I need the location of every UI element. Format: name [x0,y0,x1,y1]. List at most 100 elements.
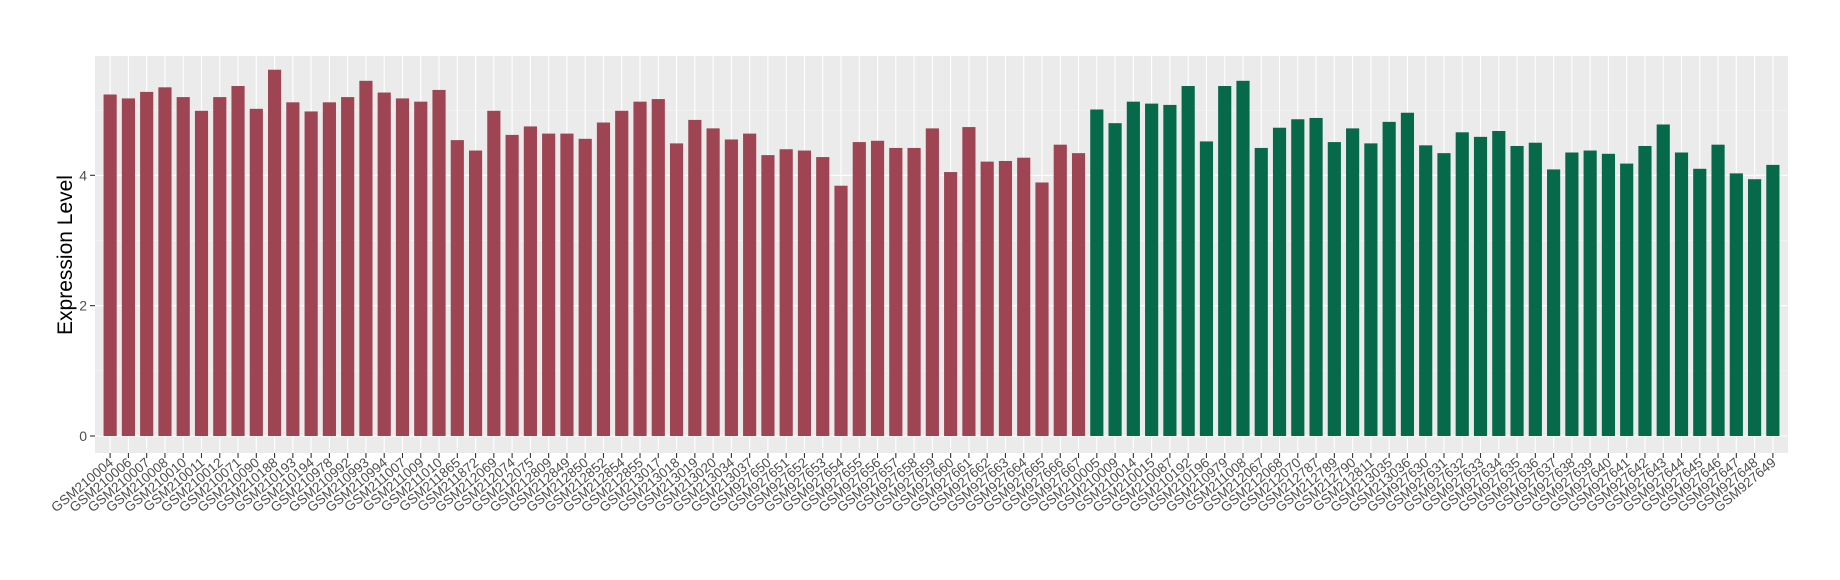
bar-GSM927635 [1510,145,1524,437]
bar-GSM927649 [1766,164,1780,436]
bar-GSM927667 [1071,153,1086,436]
bar-GSM212855 [633,101,647,437]
bar-GSM212849 [560,133,574,436]
bar-GSM210008 [158,87,172,436]
bar-GSM927642 [1638,145,1652,437]
bar-GSM213017 [651,99,665,436]
bar-GSM927650 [761,155,775,437]
bar-GSM927631 [1437,153,1451,436]
bar-GSM927660 [944,172,958,437]
bar-GSM212074 [505,134,519,436]
bar-GSM213018 [669,143,684,436]
bar-GSM210015 [1145,103,1159,437]
bar-GSM213036 [1400,112,1415,437]
x-axis: GSM210004GSM210006GSM210007GSM210008GSM2… [48,453,1779,515]
bar-GSM210010 [176,97,190,436]
bar-GSM927647 [1729,173,1743,437]
bar-GSM212854 [615,110,629,436]
bar-GSM927655 [852,142,866,436]
bar-GSM927666 [1053,144,1067,436]
bar-GSM927656 [870,140,885,436]
bar-GSM210004 [103,94,117,436]
y-tick-label: 0 [79,428,87,444]
bar-GSM927638 [1565,152,1579,436]
bar-GSM927654 [834,185,848,436]
bar-GSM210979 [1218,86,1232,437]
bar-GSM927634 [1492,130,1506,437]
bar-GSM927653 [816,157,830,436]
bar-GSM211010 [432,89,446,437]
bar-GSM212852 [596,122,611,437]
y-tick-label: 2 [79,298,87,314]
bar-GSM210194 [304,111,318,436]
bar-GSM210192 [1181,86,1195,437]
bar-GSM212811 [1364,143,1378,436]
bar-GSM927657 [889,147,903,436]
y-tick-label: 4 [79,167,87,183]
bar-GSM212075 [523,126,537,437]
bar-GSM210978 [322,102,336,436]
bar-GSM927663 [998,160,1013,436]
y-axis: 0 2 4 [79,167,95,444]
bar-GSM927659 [925,128,939,436]
bar-GSM213020 [706,128,720,436]
plot-panel [95,56,1788,453]
bar-GSM212789 [1327,142,1341,436]
bar-GSM210193 [286,102,300,436]
bar-GSM927643 [1656,124,1670,436]
y-axis-title: Expression Level [54,175,77,335]
bar-GSM927665 [1035,182,1049,436]
bar-GSM210994 [377,92,391,436]
bar-GSM927636 [1528,142,1542,436]
bar-GSM927639 [1583,150,1597,437]
bar-GSM927633 [1473,136,1488,437]
bar-GSM927664 [1017,157,1031,436]
bar-GSM212809 [542,133,556,436]
bar-GSM927644 [1674,152,1689,436]
bar-GSM210087 [1163,104,1177,437]
bar-GSM211008 [1236,80,1250,436]
bar-GSM210090 [249,108,263,436]
bar-GSM927661 [962,127,976,436]
bar-GSM210007 [140,91,154,436]
bar-GSM212069 [487,110,501,436]
bar-GSM213035 [1382,121,1396,437]
bar-GSM927630 [1419,145,1433,436]
bar-GSM927646 [1711,144,1725,436]
bar-GSM210993 [359,80,373,436]
bar-GSM212790 [1346,128,1360,436]
bar-GSM211872 [468,150,483,437]
bar-GSM213019 [688,119,702,436]
bar-GSM213037 [743,133,757,436]
bar-GSM212067 [1254,147,1268,436]
bar-GSM927641 [1620,163,1634,436]
bar-GSM927658 [907,147,921,436]
bar-GSM210196 [1199,141,1214,437]
bar-GSM213034 [724,139,738,436]
bar-GSM210006 [121,98,135,436]
bar-GSM210009 [1108,123,1122,437]
bar-GSM210011 [194,110,209,436]
bar-GSM212070 [1291,119,1305,436]
bar-GSM212787 [1309,117,1323,437]
bar-GSM927632 [1455,132,1469,437]
bar-GSM210071 [231,86,245,437]
bar-GSM210992 [341,97,355,436]
bar-GSM927652 [797,150,812,437]
bar-GSM212068 [1272,127,1287,436]
bar-GSM211007 [395,98,410,436]
bar-GSM211009 [414,101,428,437]
bar-GSM927648 [1748,179,1762,436]
bar-GSM210005 [1090,109,1104,437]
bar-GSM210014 [1126,101,1140,437]
bar-GSM927662 [980,161,994,436]
bar-GSM927637 [1547,169,1561,436]
bar-GSM927645 [1693,168,1707,437]
bars [103,69,1780,437]
bar-GSM210012 [213,97,227,436]
bar-GSM211865 [450,140,464,436]
bar-GSM927640 [1601,153,1615,437]
bar-GSM212850 [578,138,592,436]
bar-GSM210188 [268,69,282,436]
